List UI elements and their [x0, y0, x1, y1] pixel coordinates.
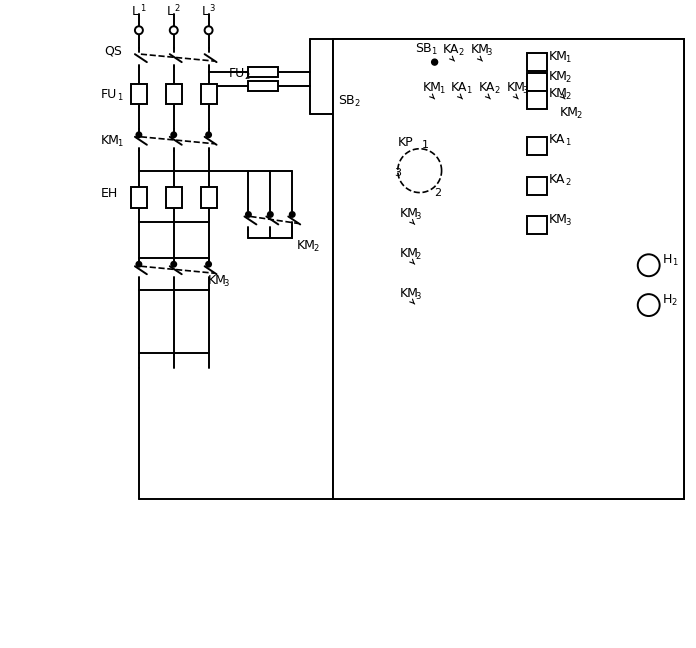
Text: 1: 1 [565, 138, 570, 147]
Bar [200, 84, 216, 104]
Text: KA: KA [549, 133, 566, 146]
Text: KM: KM [549, 87, 568, 100]
Text: 2: 2 [459, 48, 464, 56]
Text: 2: 2 [565, 93, 570, 102]
Circle shape [290, 212, 294, 217]
Text: 1: 1 [565, 54, 570, 64]
Circle shape [171, 262, 176, 267]
Text: KM: KM [101, 134, 120, 147]
Circle shape [638, 294, 660, 316]
Bar [200, 187, 216, 209]
Text: 3: 3 [394, 168, 401, 178]
Text: 2: 2 [175, 4, 180, 13]
Text: 3: 3 [416, 292, 421, 301]
Circle shape [136, 132, 141, 137]
Circle shape [205, 27, 212, 34]
Text: 1: 1 [466, 86, 472, 95]
Text: KM: KM [506, 80, 525, 93]
Text: 3: 3 [522, 86, 528, 95]
Text: QS: QS [104, 45, 122, 58]
Text: 1: 1 [117, 139, 122, 148]
Text: 1: 1 [117, 93, 122, 102]
Text: KP: KP [398, 136, 413, 149]
Circle shape [136, 262, 141, 267]
Text: 2: 2 [576, 111, 581, 121]
Bar [166, 187, 182, 209]
Bar [333, 40, 683, 499]
Bar [248, 81, 278, 91]
Text: KA: KA [549, 173, 566, 186]
Text: 2: 2 [313, 244, 318, 253]
Circle shape [268, 212, 273, 217]
Text: 1: 1 [422, 140, 429, 150]
Text: KM: KM [549, 213, 568, 226]
Text: KM: KM [400, 247, 419, 260]
Text: 2: 2 [354, 99, 359, 108]
Text: 1: 1 [672, 258, 677, 267]
Text: 3: 3 [416, 212, 421, 221]
Circle shape [432, 59, 438, 65]
Text: L: L [132, 5, 139, 18]
Text: KM: KM [470, 43, 489, 56]
Bar [131, 84, 147, 104]
Circle shape [170, 27, 177, 34]
Bar [166, 84, 182, 104]
Text: FU: FU [101, 89, 118, 102]
Circle shape [135, 27, 143, 34]
Text: FU: FU [228, 67, 245, 80]
Text: KA: KA [443, 43, 459, 56]
Text: 2: 2 [434, 187, 441, 198]
Text: KM: KM [297, 239, 316, 252]
Text: KM: KM [400, 286, 419, 299]
Circle shape [246, 212, 251, 217]
Text: 2: 2 [494, 86, 500, 95]
Text: 2: 2 [244, 71, 250, 80]
Text: KM: KM [422, 80, 441, 93]
Text: KM: KM [549, 50, 568, 63]
Bar [528, 216, 547, 235]
Bar [528, 53, 547, 71]
Text: KA: KA [478, 80, 495, 93]
Text: 2: 2 [565, 75, 570, 84]
Text: 3: 3 [487, 48, 492, 56]
Text: 1: 1 [140, 4, 145, 13]
Text: H: H [663, 253, 672, 266]
Text: 3: 3 [223, 279, 229, 288]
Text: KM: KM [400, 207, 419, 220]
Text: KA: KA [450, 80, 467, 93]
Text: 2: 2 [416, 252, 421, 260]
Text: 3: 3 [565, 218, 571, 227]
Text: 1: 1 [438, 86, 444, 95]
Bar [528, 73, 547, 91]
Text: H: H [663, 293, 672, 306]
Circle shape [206, 262, 211, 267]
Text: KM: KM [549, 69, 568, 82]
Text: 2: 2 [672, 297, 677, 307]
Text: KM: KM [560, 106, 579, 119]
Circle shape [638, 254, 660, 276]
Bar [131, 187, 147, 209]
Text: L: L [202, 5, 209, 18]
Bar [248, 67, 278, 77]
Circle shape [171, 132, 176, 137]
Text: SB: SB [415, 41, 432, 54]
Bar [528, 177, 547, 194]
Text: 1: 1 [431, 47, 436, 56]
Text: L: L [167, 5, 174, 18]
Text: KM: KM [207, 273, 226, 286]
Text: 3: 3 [209, 4, 215, 13]
Bar [528, 137, 547, 155]
Text: EH: EH [101, 187, 118, 200]
Text: 2: 2 [565, 178, 570, 187]
Bar [528, 91, 547, 109]
Text: SB: SB [338, 95, 355, 108]
Circle shape [206, 132, 211, 137]
